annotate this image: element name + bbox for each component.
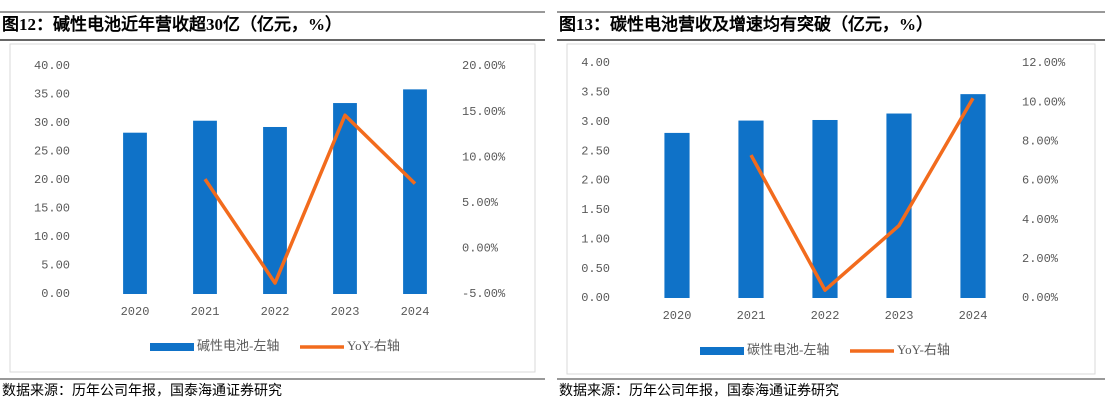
x-tick-label: 2020	[663, 309, 692, 323]
bar	[738, 120, 764, 298]
y-tick-label: 2.00	[581, 174, 610, 188]
bar	[886, 113, 912, 299]
y2-tick-label: 4.00%	[1022, 213, 1059, 227]
y-tick-label: 0.50	[581, 262, 610, 276]
y-tick-label: 5.00	[41, 259, 70, 273]
x-tick-label: 2020	[121, 305, 150, 319]
y2-tick-label: 15.00%	[462, 105, 506, 119]
x-tick-label: 2021	[191, 305, 220, 319]
y-tick-label: 0.00	[581, 291, 610, 305]
x-tick-label: 2024	[959, 309, 988, 323]
bar	[193, 120, 217, 294]
source-note: 数据来源：历年公司年报，国泰海通证券研究	[2, 383, 282, 399]
y-tick-label: 3.00	[581, 115, 610, 129]
x-tick-label: 2022	[811, 309, 840, 323]
x-tick-label: 2022	[261, 305, 290, 319]
bar	[664, 132, 690, 298]
y2-tick-label: 0.00%	[462, 242, 499, 256]
y-tick-label: 30.00	[34, 116, 70, 130]
y-tick-label: 25.00	[34, 145, 70, 159]
chart-frame	[9, 43, 536, 373]
y2-tick-label: 12.00%	[1022, 56, 1066, 70]
y-tick-label: 10.00	[34, 230, 70, 244]
y-tick-label: 20.00	[34, 173, 70, 187]
bar	[123, 132, 147, 294]
legend-swatch	[700, 347, 744, 355]
legend-label: 碳性电池-左轴	[747, 342, 829, 357]
x-tick-label: 2023	[331, 305, 360, 319]
y2-tick-label: -5.00%	[462, 287, 506, 301]
y2-tick-label: 5.00%	[462, 196, 499, 210]
source-note: 数据来源：历年公司年报，国泰海通证券研究	[559, 383, 839, 399]
legend-swatch	[150, 343, 194, 351]
y2-tick-label: 0.00%	[1022, 291, 1059, 305]
y-tick-label: 0.00	[41, 287, 70, 301]
legend-label: YoY-右轴	[897, 342, 950, 357]
y2-tick-label: 2.00%	[1022, 252, 1059, 266]
x-tick-label: 2021	[737, 309, 766, 323]
bar	[263, 126, 287, 295]
y-tick-label: 1.50	[581, 203, 610, 217]
y2-tick-label: 10.00%	[1022, 95, 1066, 109]
y2-tick-label: 8.00%	[1022, 135, 1059, 149]
bar	[403, 89, 427, 295]
y-tick-label: 15.00	[34, 202, 70, 216]
y-tick-label: 1.00	[581, 232, 610, 246]
x-tick-label: 2023	[885, 309, 914, 323]
y-tick-label: 3.50	[581, 86, 610, 100]
legend-label: YoY-右轴	[347, 338, 400, 353]
y-tick-label: 40.00	[34, 59, 70, 73]
x-tick-label: 2024	[401, 305, 430, 319]
y2-tick-label: 6.00%	[1022, 174, 1059, 188]
line-series	[203, 113, 417, 285]
bar	[960, 94, 986, 298]
line-series	[749, 97, 975, 292]
chart-title: 图12：碱性电池近年营收超30亿（亿元，%）	[2, 14, 342, 34]
chart-title: 图13：碳性电池营收及增速均有突破（亿元，%）	[559, 14, 933, 34]
y2-tick-label: 20.00%	[462, 59, 506, 73]
legend-label: 碱性电池-左轴	[197, 338, 279, 353]
chart-frame	[566, 43, 1096, 375]
bar	[812, 119, 838, 298]
y2-tick-label: 10.00%	[462, 150, 506, 164]
y-tick-label: 2.50	[581, 144, 610, 158]
y-tick-label: 4.00	[581, 56, 610, 70]
y-tick-label: 35.00	[34, 88, 70, 102]
bar	[333, 103, 357, 294]
